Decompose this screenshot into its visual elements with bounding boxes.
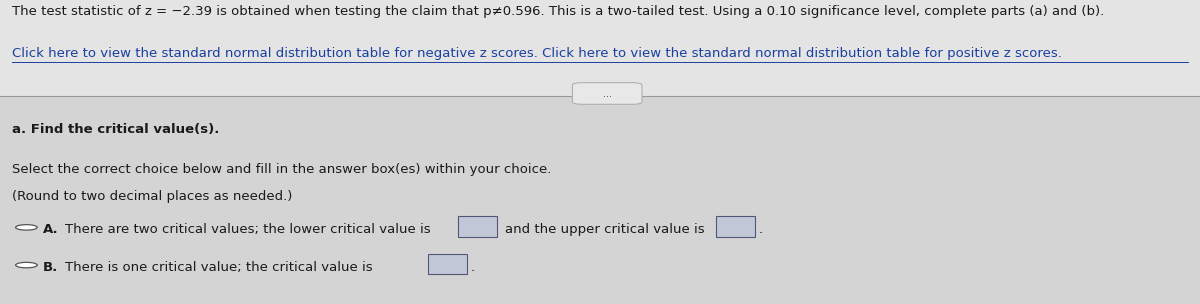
Text: The test statistic of z = −2.39 is obtained when testing the claim that p≠0.596.: The test statistic of z = −2.39 is obtai…	[12, 5, 1104, 18]
Text: There are two critical values; the lower critical value is: There are two critical values; the lower…	[65, 223, 431, 237]
FancyBboxPatch shape	[0, 0, 1200, 97]
Text: (Round to two decimal places as needed.): (Round to two decimal places as needed.)	[12, 190, 293, 203]
Text: and the upper critical value is: and the upper critical value is	[505, 223, 704, 237]
Circle shape	[16, 262, 37, 268]
Text: .: .	[470, 261, 474, 275]
Circle shape	[16, 225, 37, 230]
Text: A.: A.	[43, 223, 59, 237]
FancyBboxPatch shape	[428, 254, 467, 274]
Text: There is one critical value; the critical value is: There is one critical value; the critica…	[65, 261, 372, 275]
FancyBboxPatch shape	[716, 216, 755, 237]
FancyBboxPatch shape	[458, 216, 497, 237]
Text: a. Find the critical value(s).: a. Find the critical value(s).	[12, 123, 220, 136]
Text: Select the correct choice below and fill in the answer box(es) within your choic: Select the correct choice below and fill…	[12, 163, 551, 176]
Text: B.: B.	[43, 261, 59, 275]
Text: .: .	[758, 223, 762, 237]
Text: ...: ...	[602, 89, 612, 98]
Text: Click here to view the standard normal distribution table for negative z scores.: Click here to view the standard normal d…	[12, 47, 1062, 60]
FancyBboxPatch shape	[572, 83, 642, 104]
